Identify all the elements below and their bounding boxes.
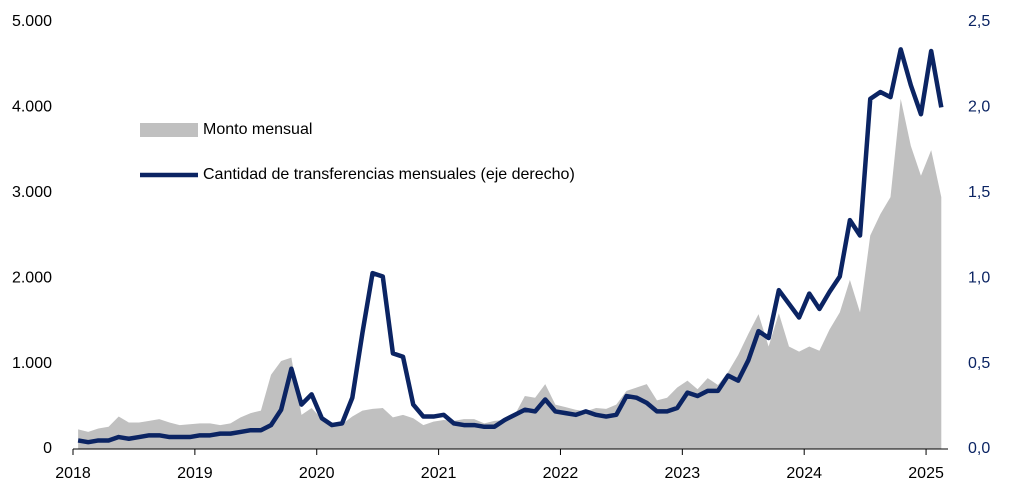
legend-swatch xyxy=(140,123,198,137)
x-tick-label: 2021 xyxy=(421,465,457,482)
x-tick-label: 2020 xyxy=(299,465,335,482)
y2-tick-label: 0,5 xyxy=(968,355,990,372)
x-tick-label: 2022 xyxy=(543,465,579,482)
legend-label: Cantidad de transferencias mensuales (ej… xyxy=(203,166,575,183)
line xyxy=(77,47,944,445)
y2-tick-label: 1,0 xyxy=(968,269,990,286)
y-tick-label: 0 xyxy=(43,440,52,457)
y2-tick-label: 1,5 xyxy=(968,184,990,201)
y2-tick-label: 2,5 xyxy=(968,13,990,30)
y-tick-label: 3.000 xyxy=(12,184,52,201)
y2-tick-label: 2,0 xyxy=(968,99,990,116)
x-tick-label: 2025 xyxy=(908,465,944,482)
y2-tick-label: 0,0 xyxy=(968,440,990,457)
x-tick-label: 2019 xyxy=(177,465,213,482)
y-tick-label: 5.000 xyxy=(12,13,52,30)
area xyxy=(78,98,942,450)
y-tick-label: 2.000 xyxy=(12,269,52,286)
x-tick-label: 2018 xyxy=(55,465,91,482)
legend-label: Monto mensual xyxy=(203,121,312,138)
x-tick-label: 2023 xyxy=(665,465,701,482)
x-tick-label: 2024 xyxy=(786,465,822,482)
y-tick-label: 4.000 xyxy=(12,99,52,116)
y-tick-label: 1.000 xyxy=(12,355,52,372)
